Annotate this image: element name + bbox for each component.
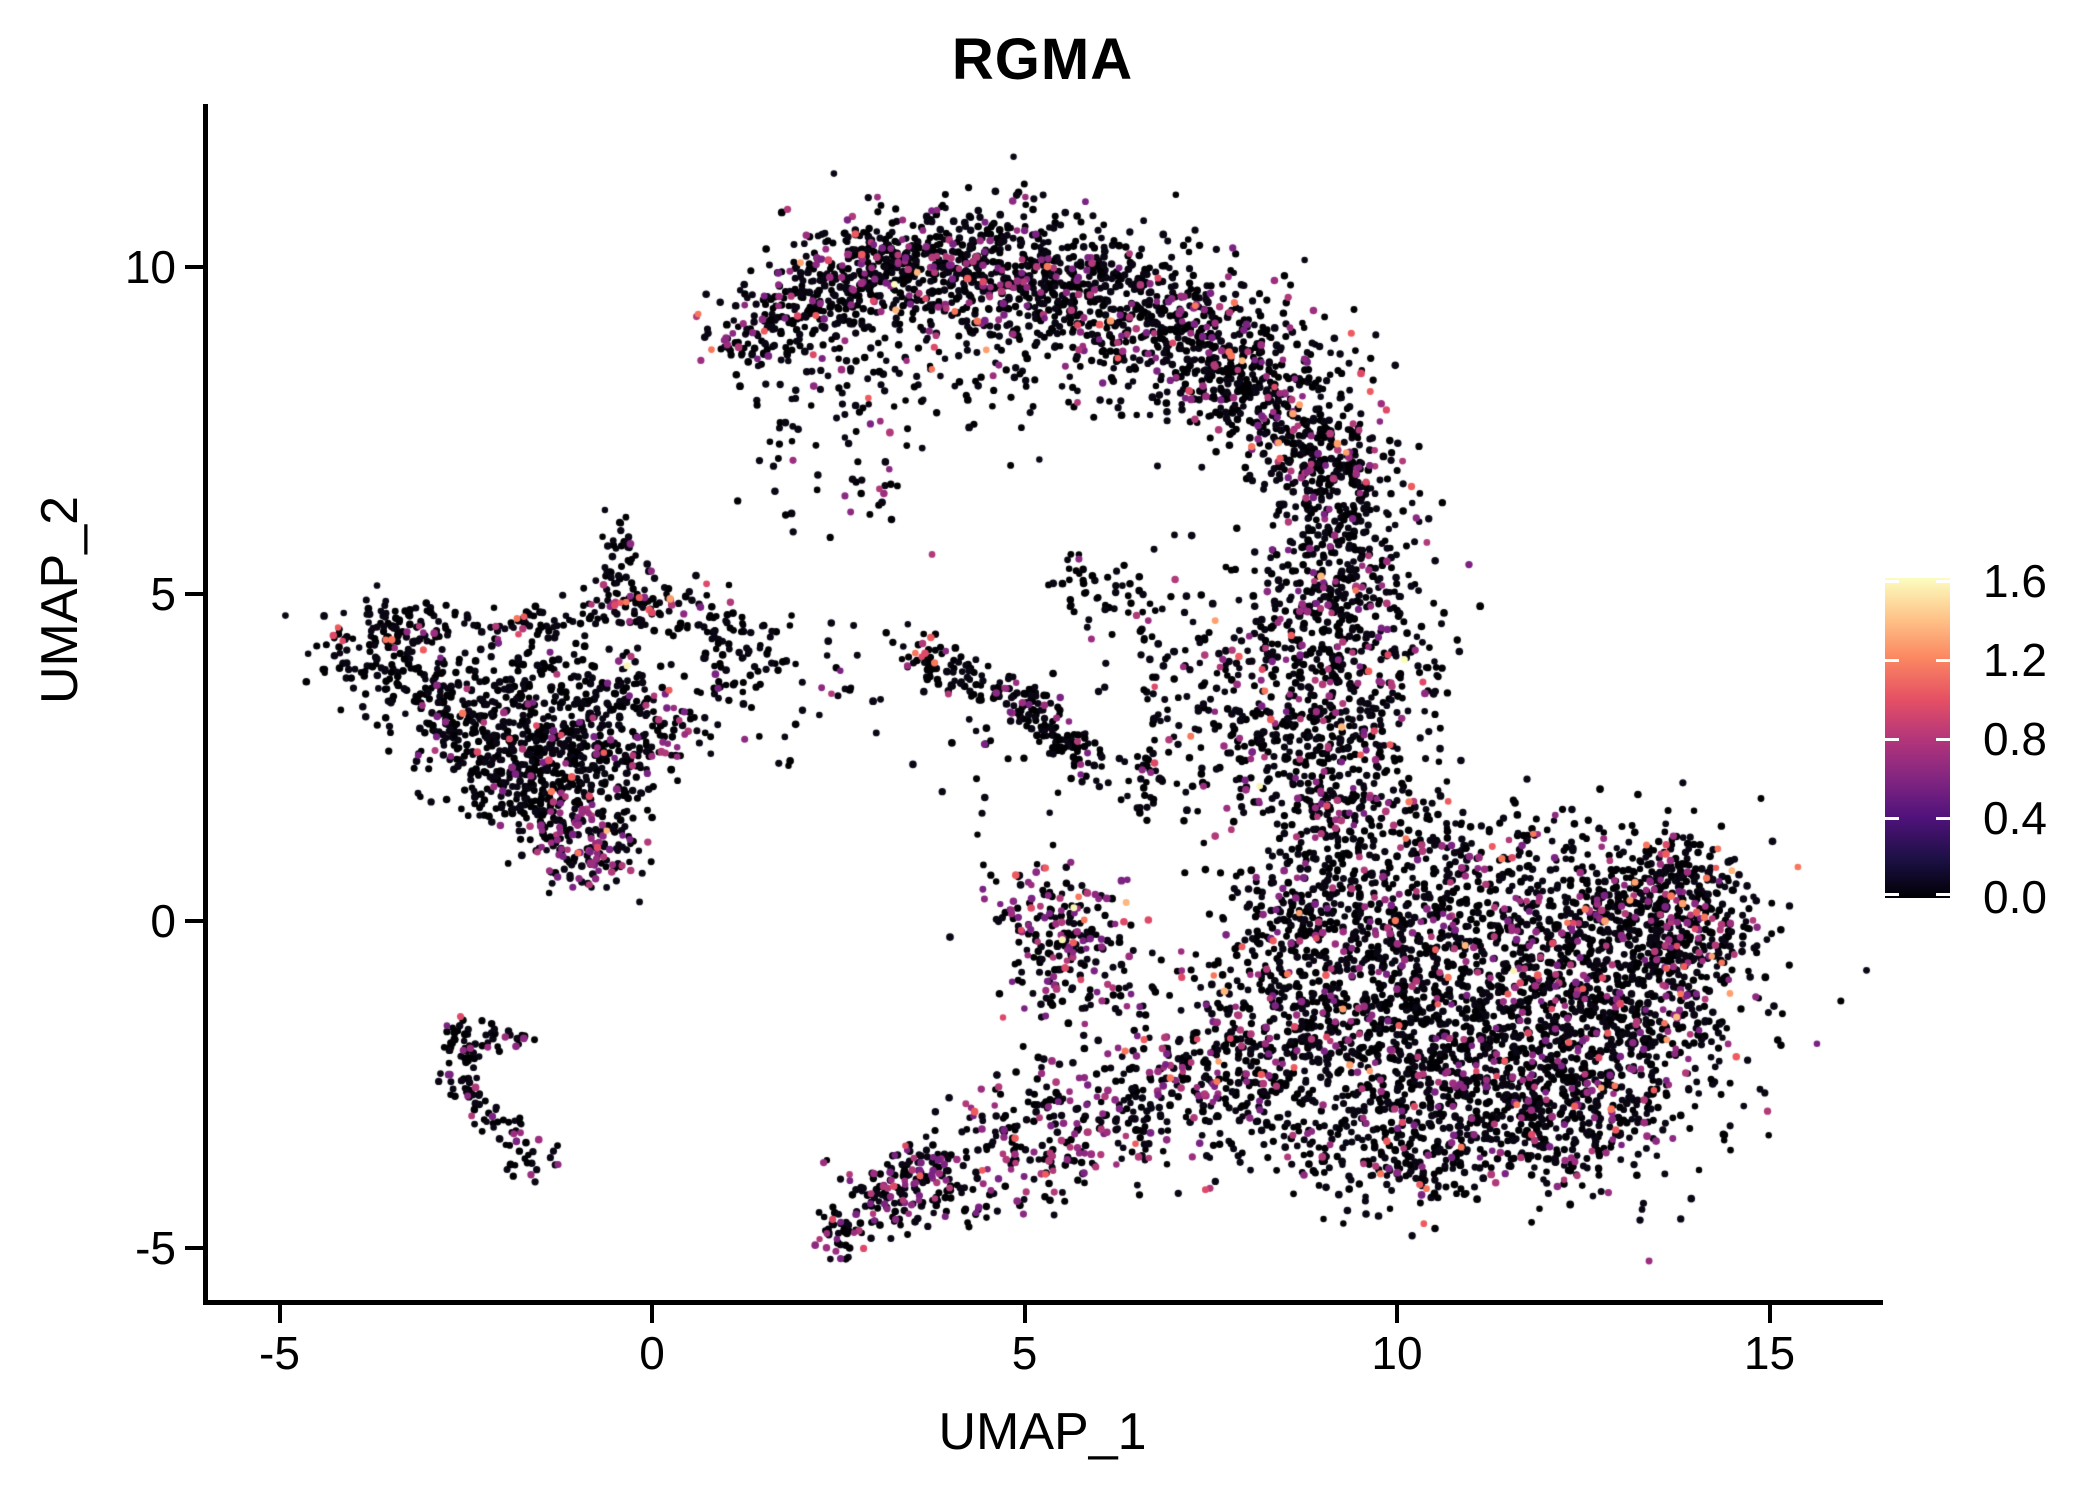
x-tick-mark [277, 1305, 282, 1323]
x-tick-label: -5 [259, 1327, 300, 1379]
x-axis-title: UMAP_1 [938, 1403, 1147, 1461]
colorbar-tick-mark [1936, 893, 1950, 896]
colorbar-tick-label: 0.8 [1983, 712, 2047, 765]
colorbar-tick-mark [1936, 579, 1950, 583]
x-tick-mark [650, 1305, 654, 1323]
colorbar-tick-mark [1885, 579, 1899, 583]
colorbar-tick-mark [1885, 737, 1899, 741]
y-tick-label: 0 [150, 895, 176, 947]
x-tick-mark [1767, 1305, 1772, 1323]
x-tick-label: 0 [639, 1327, 665, 1379]
colorbar-tick-mark [1885, 893, 1899, 896]
y-tick-mark [185, 592, 203, 596]
colorbar-tick-mark [1936, 658, 1950, 662]
y-tick-label: 10 [124, 241, 176, 293]
plot-title: RGMA [951, 27, 1134, 92]
x-tick-mark [1022, 1305, 1027, 1323]
y-tick-mark [185, 1246, 203, 1250]
x-tick-label: 5 [1011, 1327, 1038, 1379]
colorbar-tick-mark [1885, 658, 1899, 662]
colorbar-tick-mark [1936, 816, 1950, 820]
colorbar-tick-mark [1885, 816, 1899, 820]
colorbar-tick-label: 1.2 [1983, 633, 2047, 686]
x-tick-label: 10 [1371, 1327, 1423, 1379]
x-tick-mark [1395, 1305, 1399, 1323]
y-tick-mark [185, 919, 203, 923]
colorbar-tick-mark [1936, 737, 1950, 741]
y-tick-mark [185, 265, 203, 269]
y-tick-label: -5 [135, 1222, 176, 1274]
colorbar-tick-label: 0.0 [1983, 871, 2047, 923]
x-tick-label: 15 [1743, 1327, 1796, 1379]
y-axis-line [203, 104, 208, 1305]
colorbar-tick-label: 0.4 [1983, 791, 2047, 844]
colorbar-tick-label: 1.6 [1983, 554, 2047, 607]
y-tick-label: 5 [150, 568, 176, 620]
x-axis-line [203, 1300, 1883, 1305]
